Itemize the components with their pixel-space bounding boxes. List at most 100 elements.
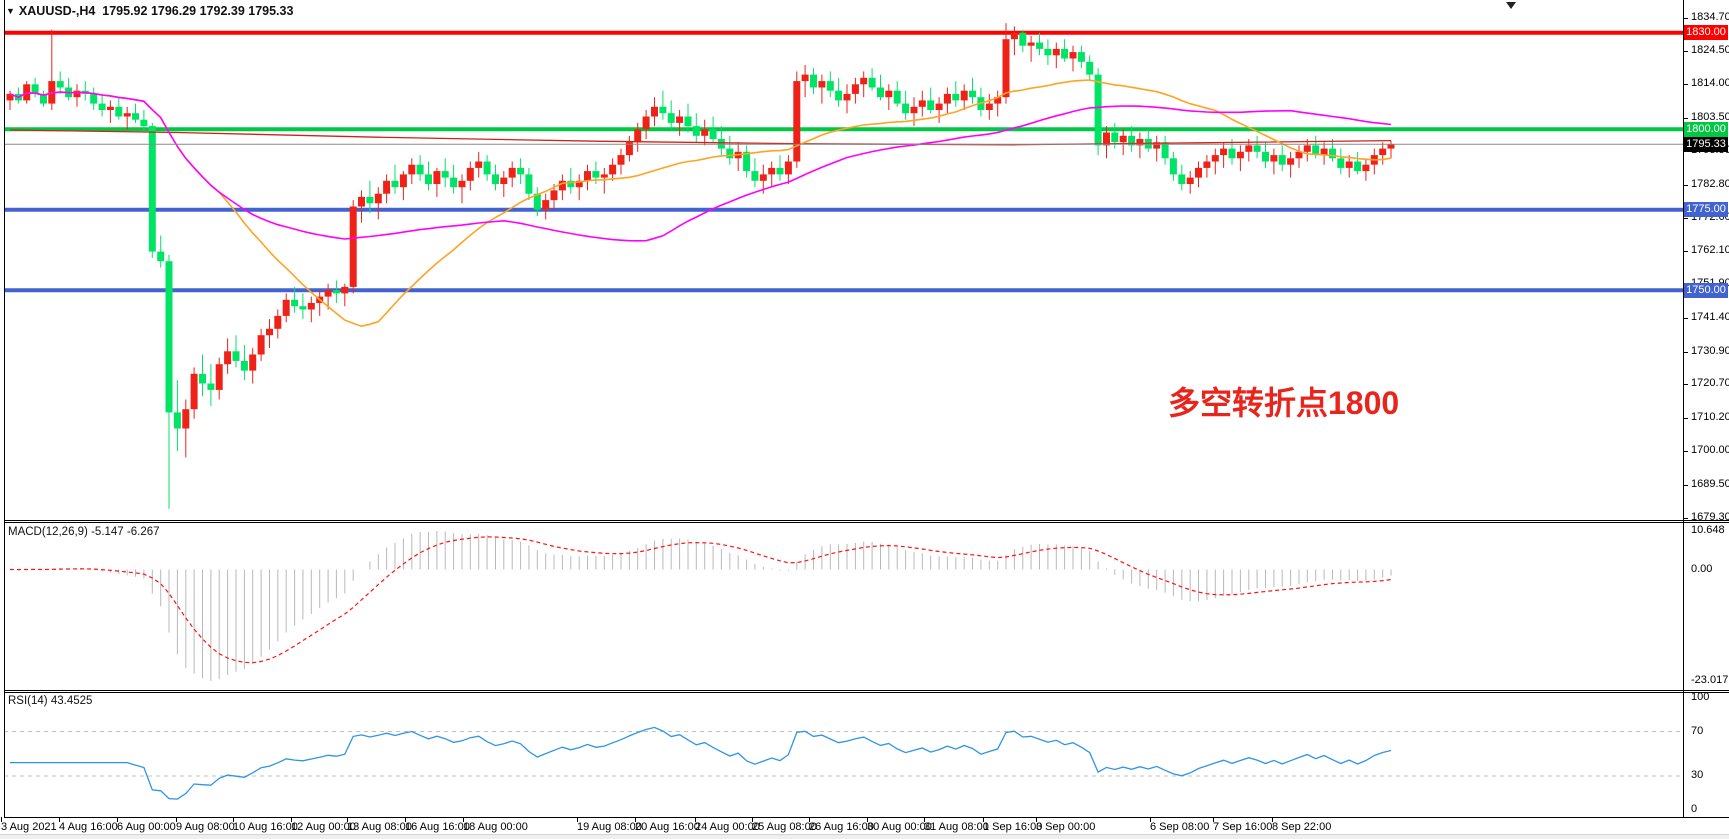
candle-up — [960, 90, 968, 101]
candle-up — [1119, 135, 1127, 143]
time-axis-label: 25 Aug 08:00 — [752, 821, 817, 833]
candle-down — [826, 81, 834, 91]
candle-up — [508, 167, 516, 178]
annotation-text[interactable]: 多空转折点1800 — [1168, 385, 1400, 421]
candle-up — [843, 93, 851, 101]
symbol-dropdown-icon[interactable]: ▼ — [6, 6, 15, 16]
candle-up — [910, 106, 918, 114]
candle-down — [1077, 52, 1085, 62]
candle-up — [257, 335, 265, 355]
candle-down — [416, 164, 424, 175]
candle-down — [1061, 48, 1069, 59]
price-badge-1795.33: 1795.33 — [1684, 136, 1728, 152]
candle-down — [1169, 158, 1177, 175]
time-axis-tick — [809, 817, 810, 822]
candle-up — [1245, 145, 1253, 152]
time-axis-label: 20 Aug 16:00 — [635, 821, 700, 833]
time-axis-tick — [463, 817, 464, 822]
candle-up — [784, 161, 792, 175]
candle-up — [6, 93, 14, 101]
candle-up — [399, 174, 407, 188]
candle-up — [182, 409, 190, 429]
rsi-name: RSI(14) — [8, 695, 48, 707]
candle-up — [943, 93, 951, 104]
candle-up — [123, 113, 131, 117]
macd-axis-label: 0.00 — [1691, 562, 1713, 575]
time-axis-label: 9 Aug 08:00 — [176, 821, 235, 833]
chart-shift-marker-icon — [1506, 2, 1516, 9]
candle-down — [56, 81, 64, 88]
ma-slow-line — [9, 91, 1392, 242]
candle-down — [1036, 42, 1043, 49]
candle-up — [609, 164, 617, 175]
time-axis-label: 4 Aug 16:00 — [59, 821, 118, 833]
candle-down — [533, 193, 541, 210]
candle-down — [1019, 32, 1027, 46]
macd-axis-label: -23.017 — [1691, 674, 1729, 686]
time-axis-label: 16 Aug 16:00 — [405, 821, 470, 833]
candle-up — [651, 106, 658, 117]
candle-down — [726, 148, 734, 159]
candle-up — [994, 97, 1002, 104]
rsi-axis-label: 30 — [1691, 769, 1704, 781]
candle-up — [1362, 164, 1370, 172]
time-axis-tick — [291, 817, 292, 822]
rsi-panel-label: RSI(14) 43.4525 — [8, 695, 92, 707]
price-badge-1775.00: 1775.00 — [1684, 202, 1728, 218]
price-axis-label: 1720.70 — [1691, 377, 1729, 390]
time-axis-tick — [405, 817, 406, 822]
candle-down — [173, 412, 181, 429]
candle-up — [73, 90, 81, 98]
candle-down — [1161, 142, 1169, 159]
candle-down — [743, 151, 751, 172]
candle-down — [450, 177, 458, 188]
rsi-line — [10, 726, 1392, 800]
time-axis-tick — [1, 817, 2, 822]
price-axis-tick — [1683, 84, 1688, 86]
price-axis-tick — [1683, 184, 1688, 186]
candle-down — [835, 90, 843, 101]
candle-up — [374, 193, 382, 204]
candle-down — [893, 90, 901, 104]
candle-down — [1111, 132, 1119, 143]
candle-down — [98, 103, 106, 110]
candle-down — [240, 360, 248, 371]
candle-down — [592, 171, 600, 178]
time-axis-label: 6 Sep 08:00 — [1150, 821, 1210, 833]
candle-down — [425, 174, 432, 184]
candle-up — [1010, 32, 1018, 40]
price-axis-tick — [1683, 251, 1688, 253]
time-axis-label: 7 Sep 16:00 — [1213, 821, 1273, 833]
candle-up — [349, 206, 357, 287]
time-axis-label: 1 Sep 16:00 — [983, 821, 1043, 833]
candle-down — [31, 84, 39, 94]
candle-down — [165, 261, 173, 413]
time-axis-tick — [1036, 817, 1037, 822]
candle-down — [148, 126, 156, 252]
candle-up — [266, 328, 273, 336]
candle-up — [985, 103, 993, 110]
time-axis-tick — [347, 817, 348, 822]
rsi-value: 43.4525 — [50, 695, 93, 707]
candle-down — [659, 106, 667, 114]
price-axis-label: 1814.00 — [1691, 77, 1729, 90]
candle-up — [1320, 148, 1328, 156]
candle-up — [851, 84, 859, 94]
candle-down — [1128, 135, 1136, 146]
candle-down — [40, 93, 47, 104]
price-axis-label: 1803.50 — [1691, 111, 1729, 124]
price-axis-tick — [1683, 351, 1688, 353]
candle-down — [525, 174, 533, 194]
candle-down — [391, 180, 399, 188]
candle-up — [1220, 148, 1228, 156]
candle-up — [1136, 139, 1144, 146]
candle-down — [299, 306, 307, 310]
candle-down — [90, 93, 98, 104]
candle-up — [1027, 42, 1035, 46]
candle-up — [860, 77, 868, 85]
candle-down — [1178, 174, 1186, 184]
candle-down — [492, 174, 499, 184]
price-axis-label: 1782.80 — [1691, 177, 1729, 190]
